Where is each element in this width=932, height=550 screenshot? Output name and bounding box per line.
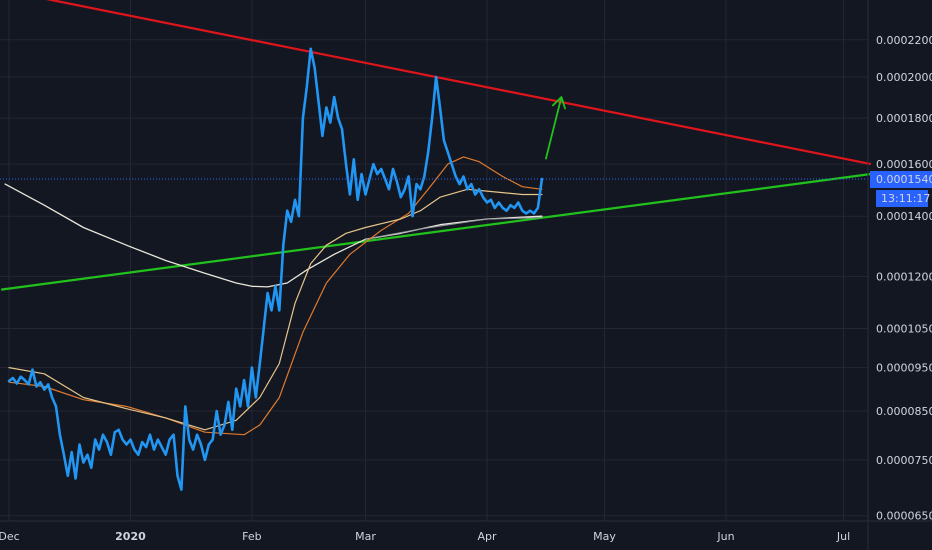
price-axis[interactable]: 0.0002200 0.0002000 0.0001800 0.0001600 0.00… — [870, 34, 932, 523]
x-tick-label: 2020 — [115, 530, 146, 543]
y-tick-label: 0.0000750 — [876, 454, 932, 467]
countdown-badge — [876, 190, 928, 208]
y-tick-label: 0.0001400 — [876, 210, 932, 223]
projection-arrow-head[interactable] — [551, 96, 566, 110]
y-tick-label: 0.0001600 — [876, 158, 932, 171]
x-tick-label: Apr — [477, 530, 497, 543]
x-tick-label: May — [593, 530, 616, 543]
price-line[interactable] — [7, 47, 544, 491]
y-tick-label: 0.0000850 — [876, 405, 932, 418]
projection-arrow-shaft[interactable] — [544, 96, 563, 160]
countdown-label: 13:11:17 — [881, 192, 930, 205]
current-price-label: 0.0001540 — [876, 173, 932, 186]
y-tick-label: 0.0002000 — [876, 71, 932, 84]
y-tick-label: 0.0000650 — [876, 510, 932, 523]
moving-average-tan-line[interactable] — [8, 188, 543, 431]
y-tick-label: 0.0002200 — [876, 34, 932, 47]
x-tick-label: Dec — [0, 530, 20, 543]
x-tick-label: Jul — [836, 530, 850, 543]
support-trendline[interactable] — [1, 172, 872, 291]
x-tick-label: Mar — [355, 530, 376, 543]
y-tick-label: 0.0001200 — [876, 270, 932, 283]
time-axis[interactable]: Dec 2020 Feb Mar Apr May Jun Jul — [0, 530, 850, 543]
grid-lines — [0, 0, 868, 521]
resistance-trendline[interactable] — [0, 0, 872, 166]
moving-average-orange-line[interactable] — [8, 156, 543, 436]
x-tick-label: Jun — [716, 530, 734, 543]
y-tick-label: 0.0001050 — [876, 323, 932, 336]
y-tick-label: 0.0001800 — [876, 112, 932, 125]
current-price-badge — [870, 171, 932, 189]
plot-area[interactable] — [0, 0, 872, 491]
moving-average-gray-line[interactable] — [365, 217, 543, 240]
y-tick-label: 0.0000950 — [876, 362, 932, 375]
x-tick-label: Feb — [242, 530, 261, 543]
